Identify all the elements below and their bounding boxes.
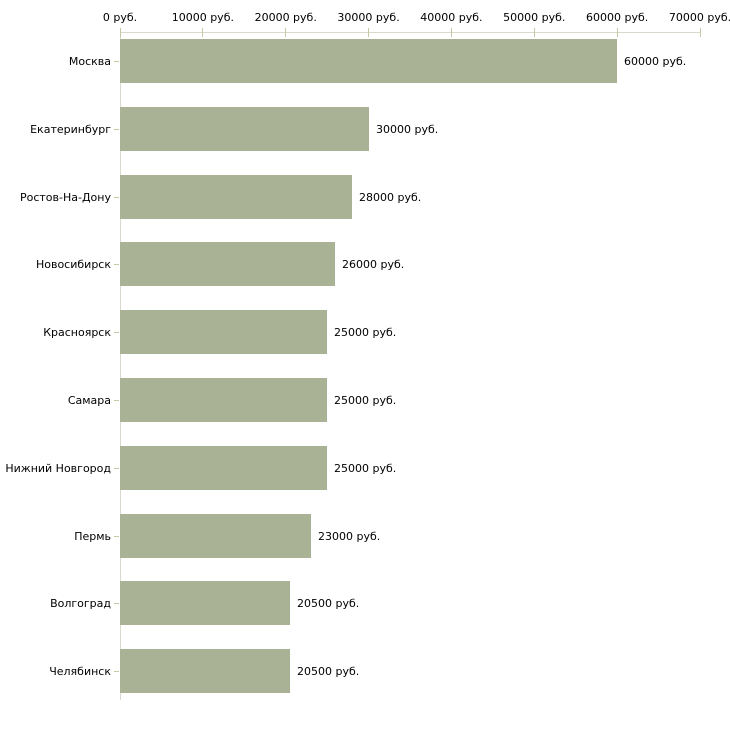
- x-axis-tick: [119, 28, 121, 37]
- x-axis-tick: [285, 28, 287, 37]
- value-label: 25000 руб.: [334, 461, 397, 475]
- bar: [120, 446, 327, 490]
- x-axis-tick: [368, 28, 370, 37]
- x-axis-tick-label: 50000 руб.: [503, 11, 566, 24]
- category-tick: [114, 332, 119, 333]
- bar: [120, 649, 290, 693]
- category-tick: [114, 264, 119, 265]
- x-axis-tick: [616, 28, 618, 37]
- value-label: 26000 руб.: [342, 257, 405, 271]
- bar: [120, 242, 335, 286]
- category-label: Пермь: [74, 529, 111, 543]
- value-label: 28000 руб.: [359, 190, 422, 204]
- category-tick: [114, 603, 119, 604]
- category-tick: [114, 536, 119, 537]
- category-label: Самара: [67, 393, 111, 407]
- value-label: 25000 руб.: [334, 393, 397, 407]
- x-axis-tick-label: 30000 руб.: [337, 11, 400, 24]
- value-label: 23000 руб.: [318, 529, 381, 543]
- bar: [120, 310, 327, 354]
- x-axis-tick: [699, 28, 701, 37]
- y-axis-line: [120, 32, 121, 700]
- bar: [120, 514, 311, 558]
- category-label: Москва: [68, 54, 111, 68]
- category-tick: [114, 61, 119, 62]
- x-axis-tick-label: 0 руб.: [102, 11, 138, 24]
- category-tick: [114, 400, 119, 401]
- x-axis-tick-label: 20000 руб.: [254, 11, 317, 24]
- category-label: Нижний Новгород: [5, 461, 111, 475]
- bar: [120, 581, 290, 625]
- category-tick: [114, 468, 119, 469]
- x-axis-line: [120, 32, 700, 33]
- category-label: Красноярск: [43, 325, 111, 339]
- category-label: Волгоград: [50, 596, 111, 610]
- category-tick: [114, 671, 119, 672]
- category-tick: [114, 197, 119, 198]
- x-axis-tick-label: 60000 руб.: [586, 11, 649, 24]
- x-axis-tick: [202, 28, 204, 37]
- x-axis-tick: [450, 28, 452, 37]
- x-axis-tick-label: 70000 руб.: [668, 11, 730, 24]
- bar: [120, 175, 352, 219]
- category-label: Ростов-На-Дону: [19, 190, 111, 204]
- bar: [120, 39, 617, 83]
- value-label: 30000 руб.: [376, 122, 439, 136]
- value-label: 20500 руб.: [297, 664, 360, 678]
- bar: [120, 107, 369, 151]
- value-label: 25000 руб.: [334, 325, 397, 339]
- x-axis-tick-label: 40000 руб.: [420, 11, 483, 24]
- category-tick: [114, 129, 119, 130]
- category-label: Екатеринбург: [30, 122, 111, 136]
- category-label: Новосибирск: [35, 257, 111, 271]
- x-axis-tick: [533, 28, 535, 37]
- category-label: Челябинск: [49, 664, 111, 678]
- value-label: 20500 руб.: [297, 596, 360, 610]
- bar: [120, 378, 327, 422]
- value-label: 60000 руб.: [624, 54, 687, 68]
- x-axis-tick-label: 10000 руб.: [171, 11, 234, 24]
